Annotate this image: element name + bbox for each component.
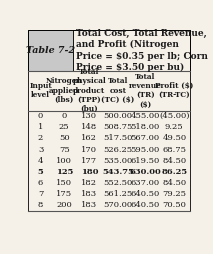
Text: 543.75: 543.75 [102, 168, 134, 176]
Text: 570.00: 570.00 [104, 201, 133, 210]
Text: 561.25: 561.25 [104, 190, 133, 198]
Text: 526.25: 526.25 [104, 146, 133, 154]
Text: 183: 183 [81, 190, 98, 198]
Text: 6: 6 [38, 179, 43, 187]
Text: 70.50: 70.50 [162, 201, 186, 210]
Text: 170: 170 [81, 146, 97, 154]
Bar [28, 71, 190, 110]
Text: Total Cost, Total Revenue,
and Profit (Nitrogen
Price = $0.35 per lb; Corn
Price: Total Cost, Total Revenue, and Profit (N… [76, 29, 208, 72]
Text: 75: 75 [59, 146, 70, 154]
Bar [73, 30, 190, 71]
Text: Total
physical
product
(TPP)
(bu): Total physical product (TPP) (bu) [72, 68, 106, 113]
Text: 518.00: 518.00 [131, 123, 160, 131]
Bar [28, 30, 73, 71]
Text: 175: 175 [56, 190, 72, 198]
Text: 2: 2 [38, 134, 43, 142]
Text: 150: 150 [56, 179, 72, 187]
Text: 162: 162 [81, 134, 97, 142]
Text: 500.00: 500.00 [104, 112, 132, 120]
Text: 183: 183 [81, 201, 98, 210]
Text: 3: 3 [38, 146, 43, 154]
Text: 535.00: 535.00 [104, 157, 133, 165]
Text: 9.25: 9.25 [165, 123, 184, 131]
Text: 130: 130 [81, 112, 97, 120]
Text: Total
cost
(TC) ($): Total cost (TC) ($) [101, 77, 135, 104]
Text: 552.50: 552.50 [104, 179, 133, 187]
Text: 4: 4 [38, 157, 43, 165]
Text: 508.75: 508.75 [103, 123, 133, 131]
Text: 84.50: 84.50 [162, 157, 186, 165]
Text: 177: 177 [81, 157, 98, 165]
Text: 630.00: 630.00 [129, 168, 161, 176]
Text: (45.00): (45.00) [159, 112, 190, 120]
Text: 637.00: 637.00 [131, 179, 160, 187]
Text: 180: 180 [81, 168, 98, 176]
Text: 182: 182 [81, 179, 97, 187]
Text: 455.00: 455.00 [131, 112, 160, 120]
Text: 86.25: 86.25 [161, 168, 187, 176]
Text: 79.25: 79.25 [162, 190, 186, 198]
Text: 1: 1 [38, 123, 43, 131]
Text: 8: 8 [38, 201, 43, 210]
Text: 100: 100 [56, 157, 72, 165]
Text: Total
revenue
(TR)
($): Total revenue (TR) ($) [129, 73, 162, 108]
Text: 200: 200 [56, 201, 72, 210]
Text: 25: 25 [59, 123, 69, 131]
Text: 595.00: 595.00 [131, 146, 160, 154]
Text: 5: 5 [38, 168, 43, 176]
Text: Nitrogen
applied
(lbs): Nitrogen applied (lbs) [46, 77, 83, 104]
Text: 640.50: 640.50 [131, 190, 160, 198]
Text: 84.50: 84.50 [162, 179, 186, 187]
Text: 0: 0 [38, 112, 43, 120]
Text: 619.50: 619.50 [131, 157, 160, 165]
Text: 148: 148 [81, 123, 98, 131]
Text: 517.50: 517.50 [103, 134, 133, 142]
Text: 50: 50 [59, 134, 69, 142]
Text: 567.00: 567.00 [131, 134, 160, 142]
Text: Profit ($)
(TR-TC): Profit ($) (TR-TC) [155, 82, 193, 99]
Text: 68.75: 68.75 [162, 146, 186, 154]
Text: 49.50: 49.50 [162, 134, 186, 142]
Text: Input
level: Input level [29, 82, 52, 99]
Text: Table 7-2: Table 7-2 [26, 46, 75, 55]
Text: 640.50: 640.50 [131, 201, 160, 210]
Text: 7: 7 [38, 190, 43, 198]
Text: 125: 125 [56, 168, 73, 176]
Text: 0: 0 [62, 112, 67, 120]
